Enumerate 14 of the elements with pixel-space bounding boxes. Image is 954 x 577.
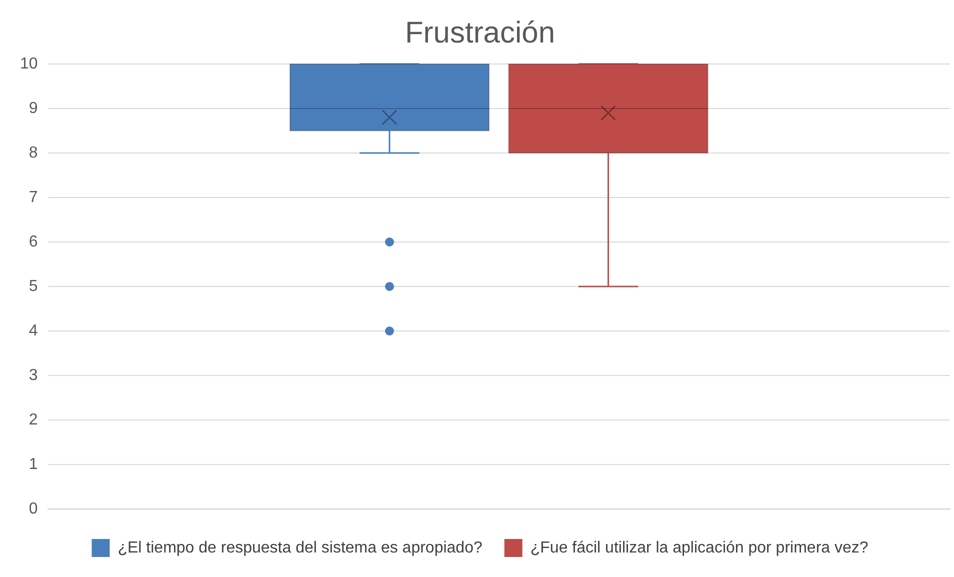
legend-label: ¿El tiempo de respuesta del sistema es apropiado? — [118, 539, 482, 556]
y-tick-label: 8 — [28, 144, 38, 162]
y-tick-label: 10 — [20, 55, 38, 72]
y-tick-label: 0 — [28, 500, 38, 518]
y-tick-label: 1 — [28, 456, 38, 473]
y-tick-label: 3 — [28, 366, 38, 384]
y-tick-label: 7 — [28, 188, 38, 206]
y-tick-label: 6 — [28, 233, 38, 250]
chart-title: Frustración — [404, 16, 556, 50]
y-tick-label: 9 — [28, 100, 38, 117]
legend-label: ¿Fue fácil utilizar la aplicación por primera vez? — [530, 539, 868, 556]
y-tick-label: 2 — [28, 411, 38, 428]
y-tick-label: 4 — [28, 322, 38, 340]
y-tick-label: 5 — [28, 278, 38, 295]
